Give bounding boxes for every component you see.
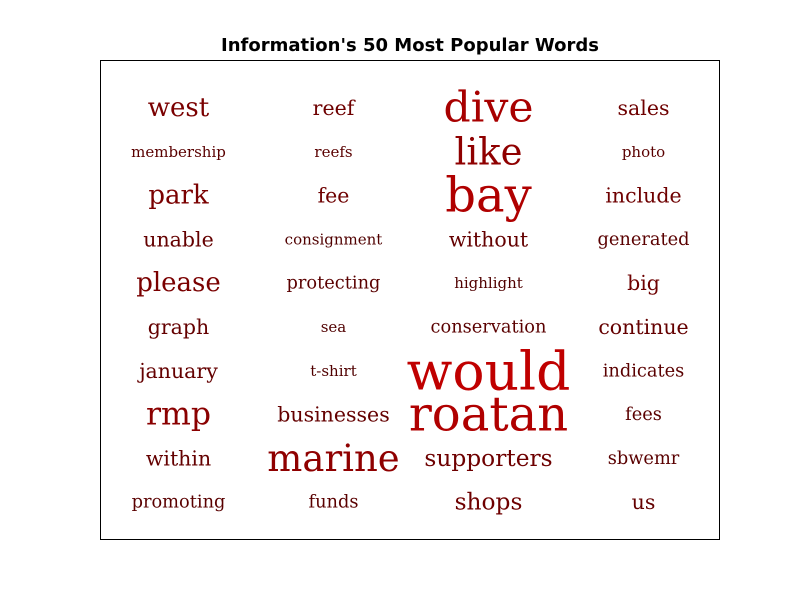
word-unable: unable — [143, 227, 213, 251]
word-shops: shops — [455, 489, 523, 516]
word-continue: continue — [598, 315, 688, 339]
word-funds: funds — [309, 492, 359, 513]
word-reef: reef — [313, 96, 356, 120]
word-promoting: promoting — [132, 492, 226, 513]
chart-title: Information's 50 Most Popular Words — [221, 35, 599, 56]
word-west: west — [148, 93, 210, 123]
word-cloud-svg: west reef dive sales membership reefs like phot… — [131, 84, 689, 516]
word-bay: bay — [445, 168, 531, 224]
word-us: us — [632, 490, 656, 514]
word-would: would — [407, 339, 571, 402]
word-include: include — [605, 184, 681, 208]
word-graph: graph — [148, 315, 209, 339]
word-sea: sea — [321, 318, 347, 336]
word-roatan: roatan — [409, 387, 568, 443]
word-fee: fee — [318, 184, 350, 208]
word-conservation: conservation — [431, 317, 547, 338]
word-protecting: protecting — [287, 273, 381, 294]
word-fees: fees — [625, 404, 662, 425]
word-january: january — [137, 359, 218, 383]
word-photo: photo — [622, 143, 665, 161]
word-rmp: rmp — [146, 397, 211, 433]
word-like: like — [455, 130, 523, 173]
word-consignment: consignment — [285, 230, 383, 248]
word-sales: sales — [618, 96, 670, 120]
word-cloud-plot: west reef dive sales membership reefs like phot… — [100, 60, 720, 540]
word-big: big — [627, 271, 660, 295]
word-reefs: reefs — [314, 143, 352, 161]
word-generated: generated — [597, 229, 689, 250]
word-without: without — [449, 227, 529, 251]
word-sbwemr: sbwemr — [608, 448, 680, 469]
word-highlight: highlight — [454, 274, 523, 292]
word-indicates: indicates — [603, 360, 685, 381]
word-membership: membership — [131, 143, 226, 161]
word-dive: dive — [444, 84, 534, 133]
word-within: within — [146, 446, 211, 470]
word-businesses: businesses — [277, 403, 389, 427]
word-park: park — [148, 181, 209, 211]
word-please: please — [136, 268, 221, 298]
word-marine: marine — [267, 437, 399, 480]
word-supporters: supporters — [424, 445, 552, 472]
word-t-shirt: t-shirt — [310, 362, 356, 380]
